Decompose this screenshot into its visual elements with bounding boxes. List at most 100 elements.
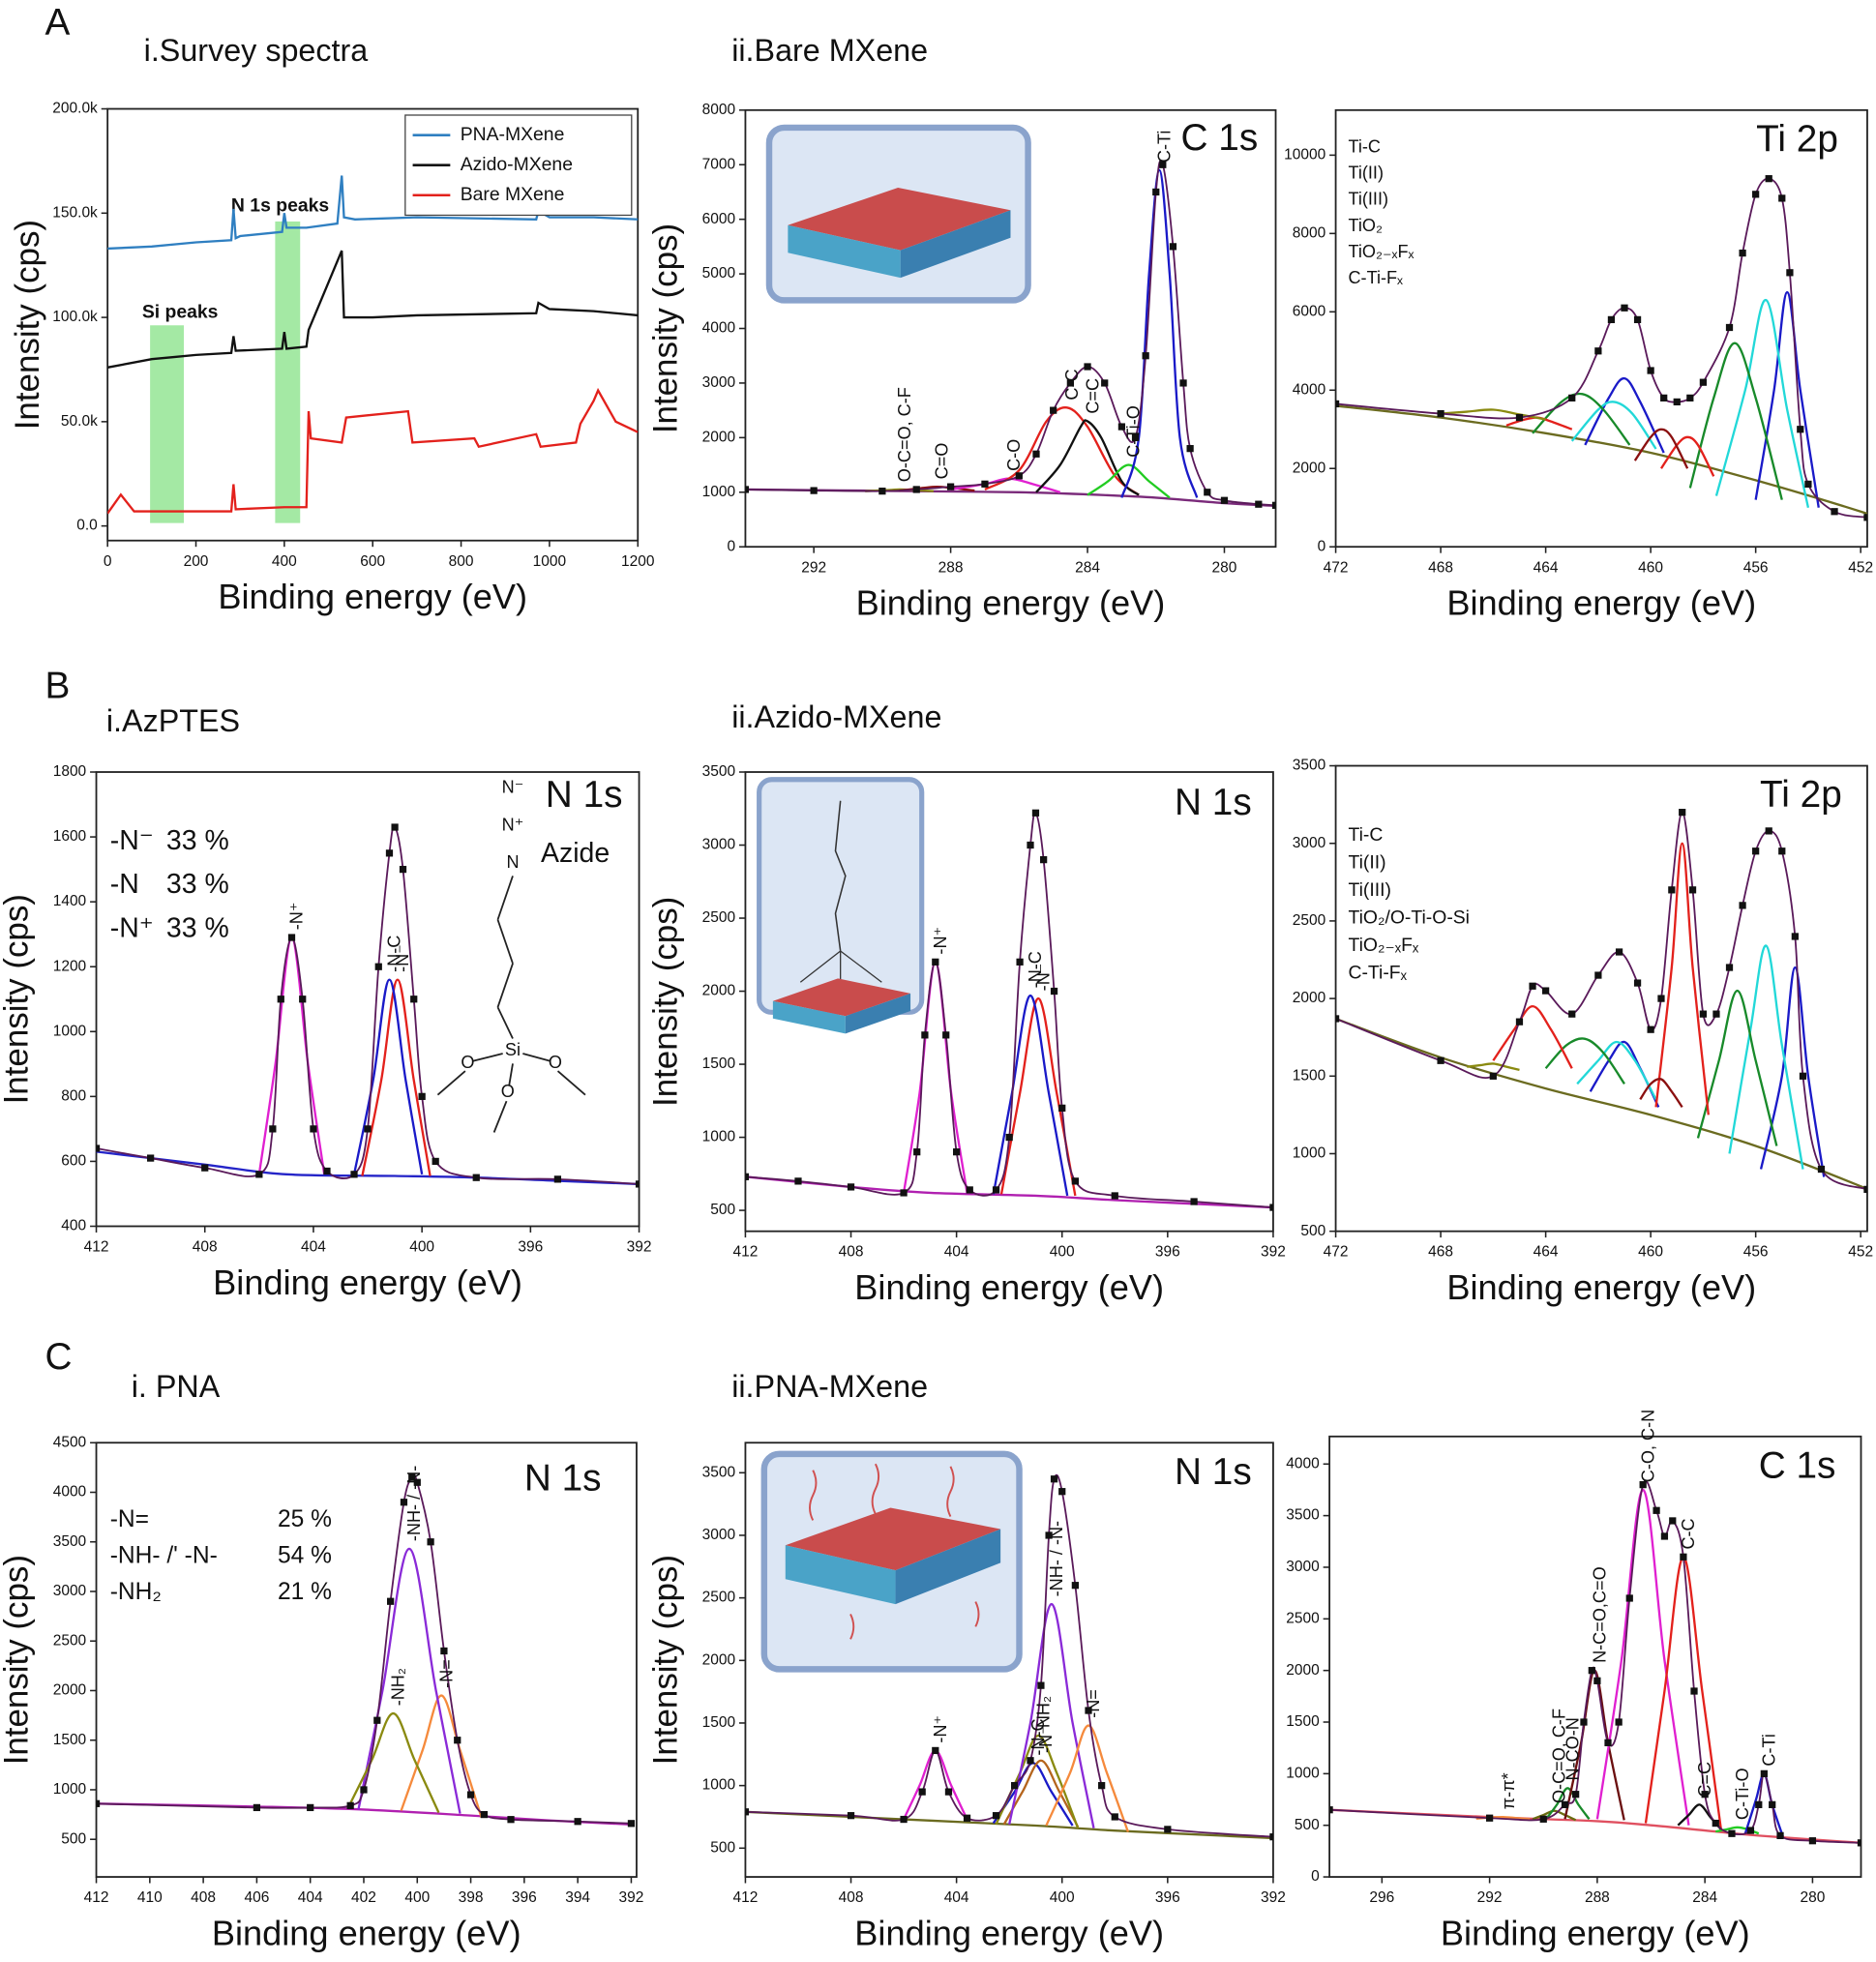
y-axis-label: Intensity (cps) bbox=[647, 897, 685, 1107]
annotation: C 1s bbox=[1759, 1444, 1836, 1486]
data-point bbox=[391, 823, 399, 831]
peak-label: -N= bbox=[1084, 1689, 1103, 1718]
peak-label: π-π* bbox=[1499, 1772, 1518, 1809]
y-tick-label: 400 bbox=[61, 1218, 86, 1234]
y-tick-label: 4000 bbox=[702, 320, 736, 337]
x-tick-label: 408 bbox=[193, 1239, 218, 1256]
data-point bbox=[418, 1092, 426, 1100]
data-point bbox=[1084, 363, 1091, 371]
inset-pna bbox=[760, 1450, 1023, 1673]
x-tick-label: 452 bbox=[1848, 1244, 1873, 1261]
data-point bbox=[408, 1473, 416, 1481]
annotation: N 1s bbox=[1175, 782, 1252, 823]
data-point bbox=[1647, 1026, 1654, 1033]
data-point bbox=[253, 1803, 261, 1812]
data-point bbox=[635, 1180, 640, 1188]
data-point bbox=[1633, 315, 1642, 324]
data-point bbox=[745, 1173, 750, 1180]
x-axis-label: Binding energy (eV) bbox=[1446, 583, 1756, 623]
series-line bbox=[1045, 1724, 1130, 1832]
data-point bbox=[1045, 1531, 1053, 1539]
peak-label: C=C bbox=[1083, 378, 1102, 414]
data-point bbox=[1117, 423, 1126, 431]
n-band bbox=[275, 221, 301, 523]
data-point bbox=[1680, 1553, 1687, 1561]
panel-title: i.Survey spectra bbox=[144, 33, 369, 68]
data-point bbox=[1660, 1532, 1669, 1540]
y-tick-label: 8000 bbox=[1293, 224, 1326, 241]
data-point bbox=[400, 1499, 408, 1506]
y-tick-label: 600 bbox=[61, 1153, 86, 1170]
y-tick-label: 5000 bbox=[702, 265, 736, 282]
x-tick-label: 292 bbox=[801, 559, 826, 576]
panel-letter: B bbox=[45, 666, 71, 707]
series-line bbox=[1545, 1787, 1591, 1820]
series-line bbox=[1467, 1062, 1520, 1072]
series-line bbox=[1570, 401, 1657, 450]
y-tick-label: 1600 bbox=[53, 828, 87, 845]
data-point bbox=[1255, 500, 1263, 508]
data-point bbox=[574, 1818, 581, 1826]
x-axis-label: Binding energy (eV) bbox=[1441, 1913, 1750, 1952]
data-point bbox=[1679, 809, 1686, 817]
data-point bbox=[921, 1031, 929, 1039]
y-tick-label: 1000 bbox=[53, 1023, 87, 1039]
data-point bbox=[1791, 933, 1799, 940]
data-point bbox=[1604, 1739, 1612, 1746]
data-point bbox=[1186, 445, 1194, 453]
legend-label: Ti-C bbox=[1348, 824, 1383, 846]
x-tick-label: 460 bbox=[1638, 1244, 1663, 1261]
data-point bbox=[1515, 413, 1524, 422]
peak-label: -N⁺ bbox=[931, 927, 950, 955]
data-point bbox=[1169, 243, 1177, 251]
x-tick-label: 398 bbox=[459, 1889, 484, 1906]
annotation: N 1s bbox=[524, 1457, 602, 1499]
plot-frame bbox=[95, 771, 640, 1228]
data-point bbox=[1142, 352, 1149, 360]
legend-share: 33 % bbox=[166, 825, 229, 856]
data-point bbox=[1799, 1072, 1807, 1080]
peak-label: C=O bbox=[933, 443, 952, 480]
peak-label: N-CO-N bbox=[1563, 1717, 1583, 1780]
peak-label: C-Ti-O bbox=[1124, 405, 1144, 458]
data-point bbox=[900, 1189, 908, 1197]
plot-area bbox=[96, 823, 640, 1188]
data-point bbox=[1179, 379, 1187, 387]
y-tick-label: 3500 bbox=[1293, 758, 1326, 774]
x-tick-label: 288 bbox=[1585, 1889, 1610, 1906]
series-line bbox=[1544, 1037, 1625, 1085]
legend-label: Ti(II) bbox=[1348, 164, 1384, 183]
x-axis-label: Binding energy (eV) bbox=[854, 1913, 1164, 1952]
x-tick-label: 392 bbox=[627, 1239, 652, 1256]
chart: 292 288 284 280 0 1000 2000 3000 4000 5000 6000 700… bbox=[647, 33, 1277, 623]
legend-share: 33 % bbox=[166, 912, 229, 943]
legend-label: -N⁺ bbox=[110, 912, 154, 943]
y-axis-label: Intensity (cps) bbox=[0, 894, 36, 1104]
data-point bbox=[1594, 971, 1602, 979]
x-tick-label: 800 bbox=[449, 553, 474, 570]
y-tick-label: 1000 bbox=[702, 484, 736, 500]
y-tick-label: 500 bbox=[61, 1830, 86, 1847]
envelope-line bbox=[1335, 811, 1867, 1191]
annotation: N 1s bbox=[546, 774, 623, 816]
data-point bbox=[878, 488, 886, 495]
data-point bbox=[1765, 827, 1772, 835]
x-tick-label: 288 bbox=[938, 559, 964, 576]
y-tick-label: 2500 bbox=[53, 1632, 87, 1649]
data-point bbox=[255, 1171, 263, 1178]
chart: 472 468 464 460 456 452 500 1000 1500 2000 2500 300… bbox=[1293, 758, 1873, 1307]
data-point bbox=[1515, 1018, 1524, 1026]
data-point bbox=[1561, 1800, 1569, 1808]
data-point bbox=[1760, 1769, 1768, 1777]
x-axis-label: Binding energy (eV) bbox=[856, 583, 1166, 623]
data-point bbox=[953, 1148, 961, 1156]
series-line bbox=[1584, 376, 1665, 454]
data-point bbox=[1657, 995, 1665, 1002]
data-point bbox=[1437, 1056, 1444, 1064]
legend-label: Bare MXene bbox=[461, 184, 565, 205]
peak-label: C-C bbox=[1062, 369, 1082, 400]
y-tick-label: 6000 bbox=[1293, 303, 1326, 319]
legend-label: PNA-MXene bbox=[461, 124, 565, 145]
x-tick-label: 200 bbox=[184, 553, 209, 570]
series-line bbox=[1696, 989, 1778, 1146]
